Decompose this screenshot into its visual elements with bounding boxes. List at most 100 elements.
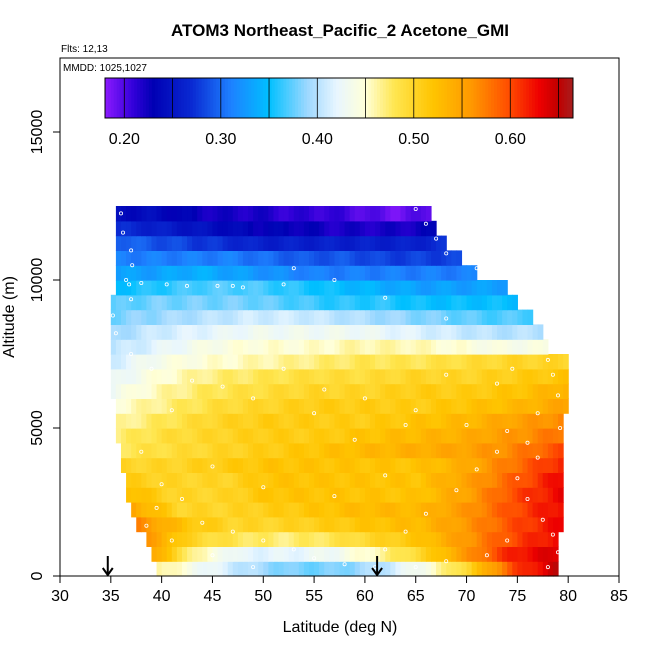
heatmap-cell [364, 294, 371, 311]
heatmap-cell [354, 339, 361, 355]
colorbar-swatch [555, 78, 559, 118]
heatmap-cell [303, 428, 310, 444]
heatmap-cell [131, 280, 137, 296]
heatmap-cell [527, 502, 534, 518]
heatmap-cell [349, 442, 356, 459]
heatmap-cell [303, 235, 310, 251]
heatmap-cell [217, 220, 224, 237]
heatmap-cell [166, 398, 173, 414]
heatmap-cell [136, 280, 142, 296]
heatmap-cell [263, 250, 269, 266]
heatmap-cell [156, 265, 163, 281]
heatmap-cell [512, 457, 518, 473]
heatmap-cell [441, 457, 447, 473]
heatmap-cell [532, 531, 539, 547]
heatmap-cell [314, 516, 320, 533]
heatmap-cell [253, 531, 259, 547]
heatmap-cells [110, 206, 569, 577]
heatmap-cell [303, 324, 310, 340]
heatmap-cell [441, 339, 447, 355]
heatmap-cell [273, 561, 280, 577]
heatmap-cell [425, 368, 432, 385]
heatmap-cell [161, 516, 168, 533]
heatmap-cell [171, 398, 178, 414]
heatmap-cell [258, 294, 264, 311]
heatmap-cell [212, 235, 219, 251]
heatmap-cell [237, 502, 244, 518]
heatmap-cell [349, 561, 356, 577]
heatmap-cell [547, 383, 554, 399]
heatmap-cell [258, 235, 264, 251]
heatmap-cell [232, 487, 239, 503]
heatmap-cell [476, 354, 483, 370]
y-axis-label: Altitude (m) [1, 276, 18, 358]
heatmap-cell [410, 220, 417, 237]
heatmap-cell [232, 383, 239, 399]
colorbar-swatch [245, 78, 249, 118]
heatmap-cell [237, 457, 244, 473]
heatmap-cell [420, 561, 427, 577]
colorbar-swatch [537, 78, 542, 118]
heatmap-cell [395, 472, 402, 488]
heatmap-cell [329, 265, 336, 281]
colorbar-swatch [417, 78, 422, 118]
heatmap-cell [314, 220, 320, 237]
heatmap-cell [507, 294, 513, 311]
heatmap-cell [197, 428, 203, 444]
heatmap-cell [298, 487, 305, 503]
heatmap-cell [461, 309, 468, 325]
heatmap-cell [491, 502, 498, 518]
heatmap-cell [420, 250, 427, 266]
heatmap-cell [258, 472, 264, 488]
heatmap-cell [197, 339, 203, 355]
heatmap-cell [359, 265, 366, 281]
heatmap-cell [415, 324, 422, 340]
heatmap-cell [141, 280, 147, 296]
heatmap-cell [176, 442, 183, 459]
heatmap-cell [481, 531, 488, 547]
heatmap-cell [126, 487, 132, 503]
heatmap-cell [110, 294, 117, 311]
heatmap-cell [237, 398, 244, 414]
heatmap-cell [349, 294, 356, 311]
heatmap-cell [176, 502, 183, 518]
heatmap-cell [471, 531, 478, 547]
heatmap-cell [217, 546, 224, 562]
heatmap-cell [319, 294, 325, 311]
heatmap-cell [314, 398, 320, 414]
heatmap-cell [202, 206, 208, 222]
heatmap-cell [151, 516, 158, 533]
heatmap-cell [217, 428, 224, 444]
heatmap-cell [420, 398, 427, 414]
heatmap-cell [120, 354, 127, 370]
heatmap-cell [461, 398, 468, 414]
heatmap-cell [481, 442, 488, 459]
heatmap-cell [217, 472, 224, 488]
heatmap-cell [354, 442, 361, 459]
heatmap-cell [288, 368, 295, 385]
heatmap-cell [441, 265, 447, 281]
heatmap-cell [537, 546, 544, 562]
heatmap-cell [344, 561, 351, 577]
heatmap-cell [527, 354, 534, 370]
heatmap-cell [441, 502, 447, 518]
heatmap-cell [390, 502, 396, 518]
heatmap-cell [390, 487, 396, 503]
heatmap-cell [207, 383, 214, 399]
heatmap-cell [248, 546, 254, 562]
heatmap-cell [187, 442, 193, 459]
heatmap-cell [334, 561, 341, 577]
heatmap-cell [319, 502, 325, 518]
heatmap-cell [415, 368, 422, 385]
heatmap-cell [430, 428, 437, 444]
heatmap-cell [517, 383, 524, 399]
heatmap-cell [217, 235, 224, 251]
heatmap-cell [385, 235, 391, 251]
observation-point [362, 396, 367, 401]
heatmap-cell [359, 516, 366, 533]
colorbar-swatch [374, 78, 378, 118]
heatmap-cell [329, 339, 336, 355]
heatmap-cell [126, 250, 132, 266]
heatmap-cell [349, 250, 356, 266]
heatmap-cell [161, 531, 168, 547]
